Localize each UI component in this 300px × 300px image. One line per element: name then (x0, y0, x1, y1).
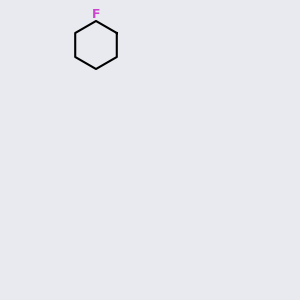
Text: F: F (92, 8, 100, 22)
